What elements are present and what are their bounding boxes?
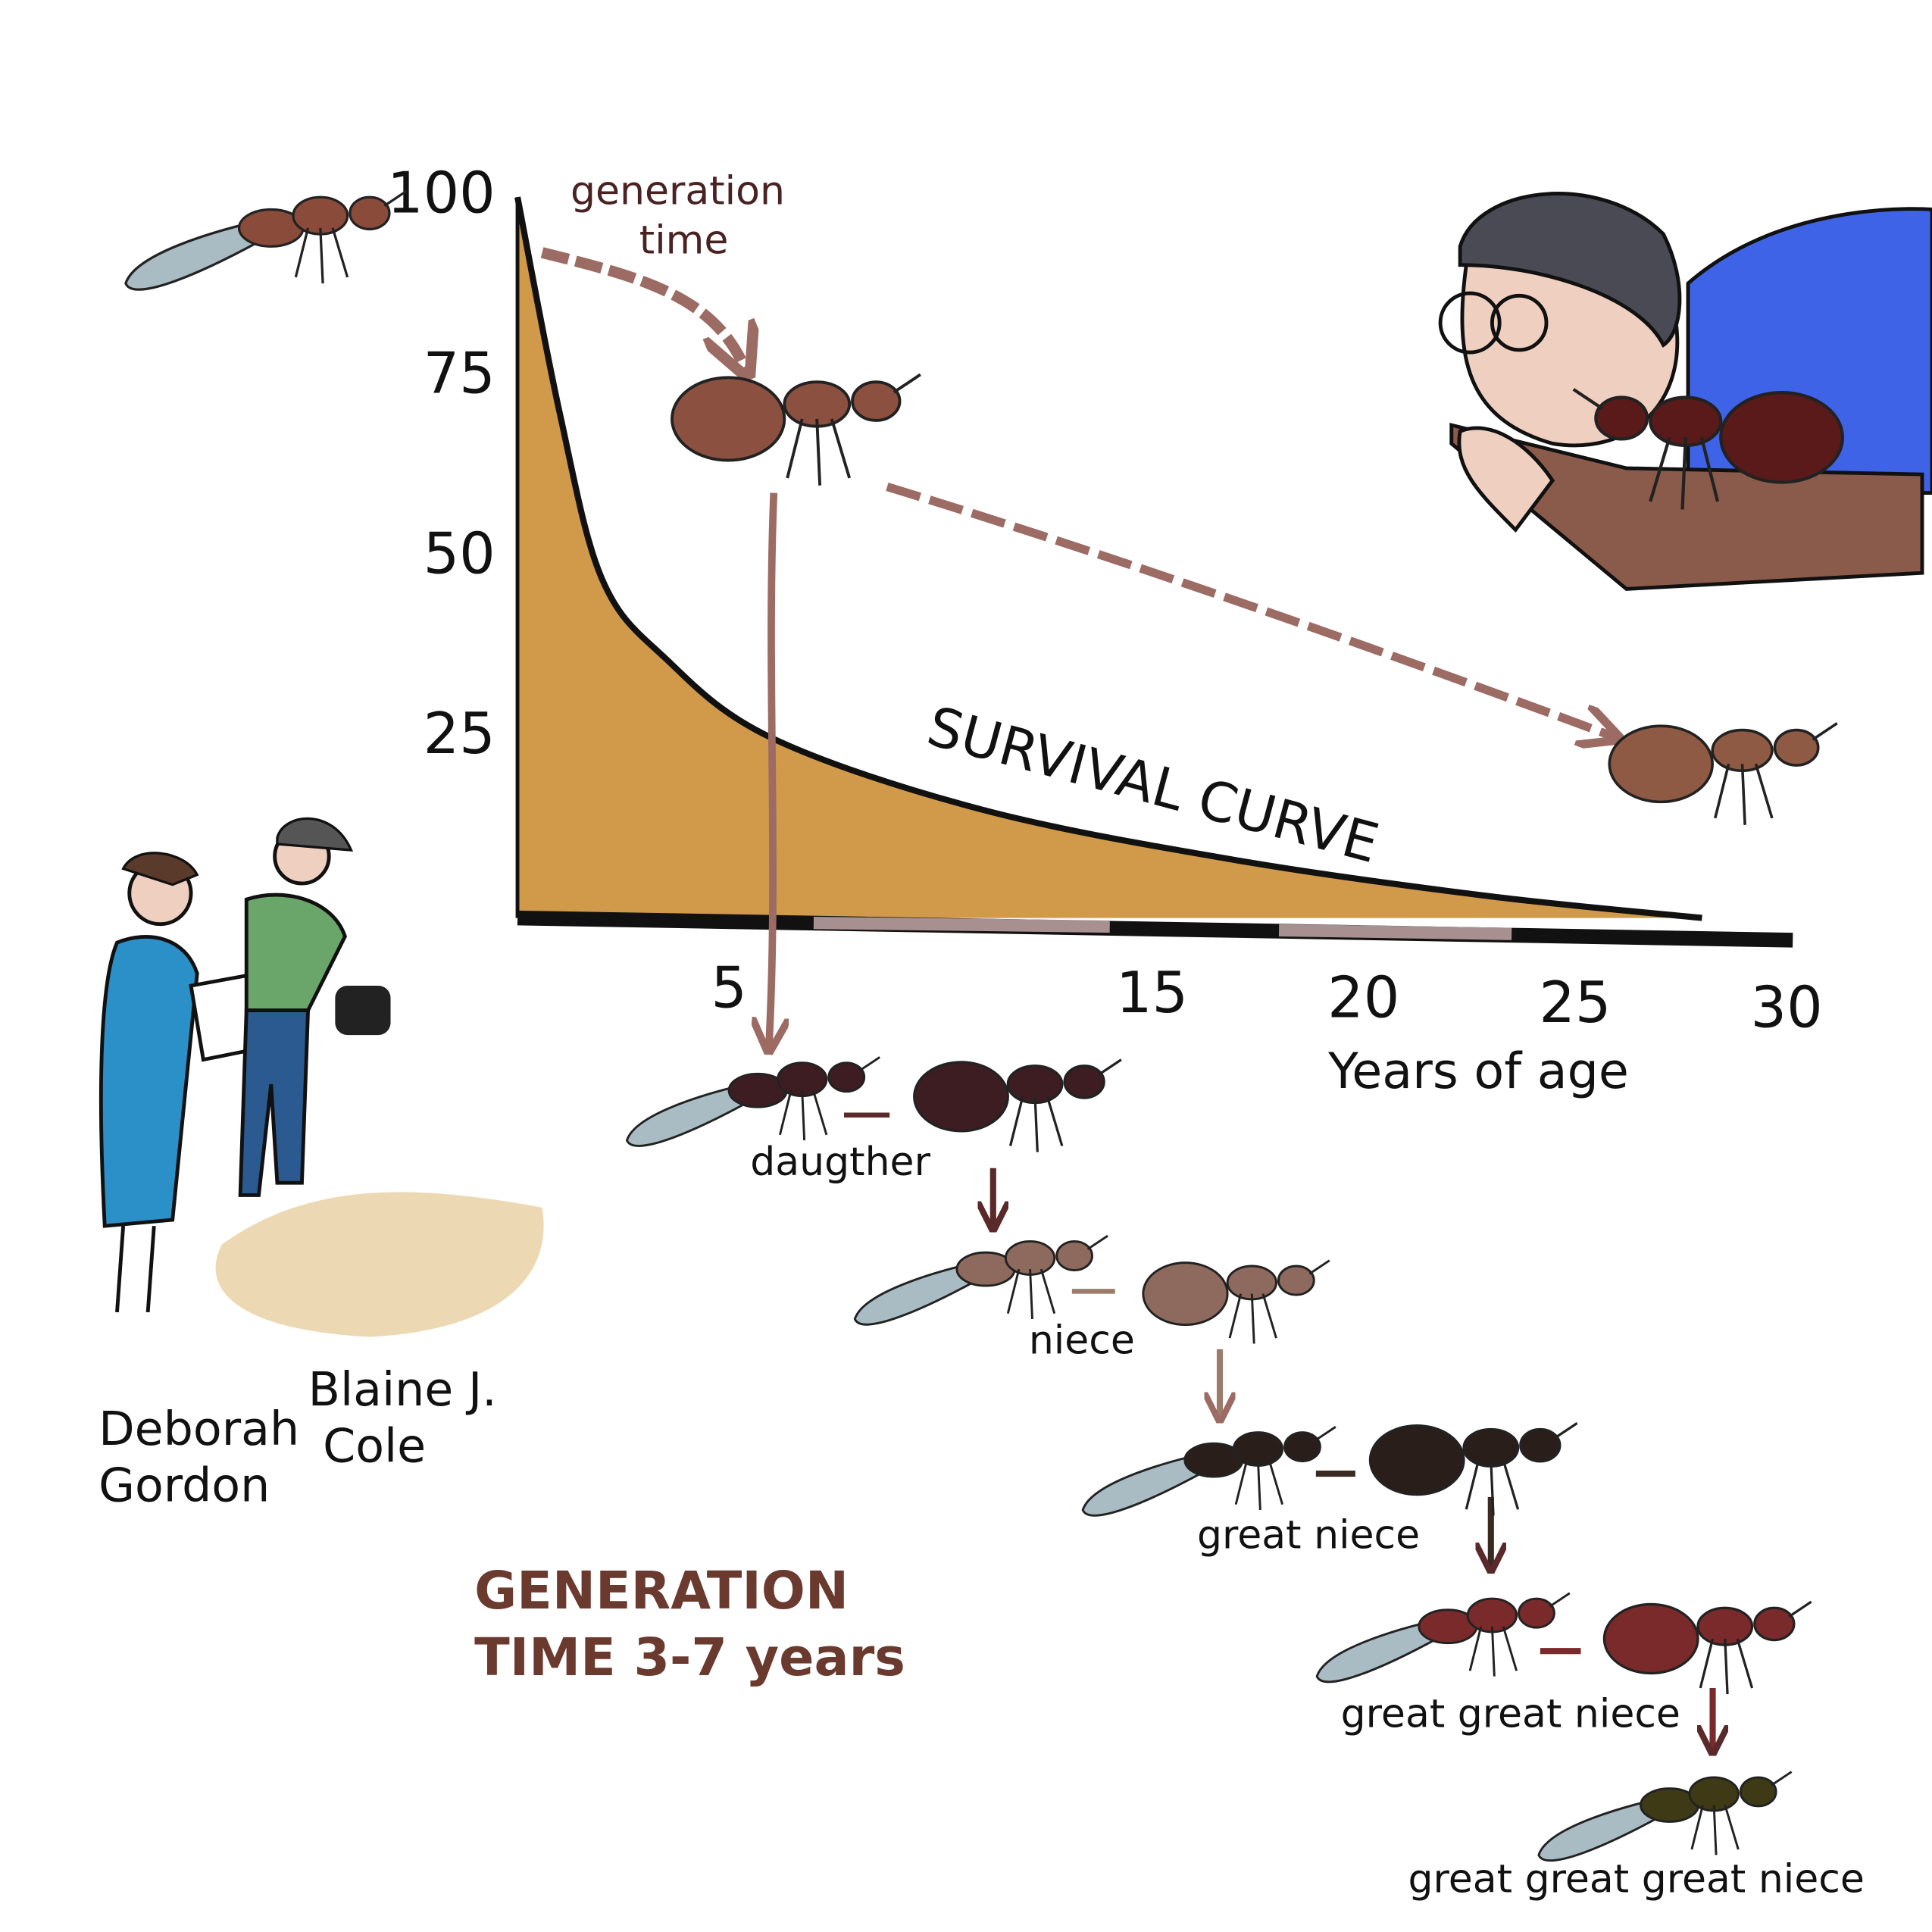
ant-illustration bbox=[124, 189, 408, 291]
ant-illustration bbox=[1537, 1771, 1793, 1862]
ant-illustration bbox=[1368, 1421, 1578, 1516]
ant-gaster bbox=[1602, 1602, 1699, 1675]
ant-legs bbox=[1006, 1234, 1108, 1319]
footer-title: GENERATION bbox=[474, 1562, 849, 1621]
arrow bbox=[540, 247, 746, 369]
person-name: Deborah bbox=[98, 1402, 299, 1456]
x-axis bbox=[517, 910, 1793, 948]
ant-head bbox=[1753, 1606, 1796, 1642]
ant-illustration bbox=[1081, 1426, 1336, 1517]
footer-title: TIME 3-7 years bbox=[474, 1628, 905, 1688]
y-tick-label: 75 bbox=[424, 341, 496, 407]
ant-legs bbox=[294, 189, 408, 284]
ant-legs bbox=[1699, 1600, 1812, 1695]
ant-head bbox=[1594, 395, 1649, 441]
ant-illustration bbox=[913, 1058, 1122, 1152]
ant-head bbox=[1518, 1597, 1555, 1629]
ants bbox=[124, 189, 1845, 1862]
ant-legs bbox=[1465, 1421, 1578, 1516]
ant-legs bbox=[1714, 722, 1838, 825]
ant-head bbox=[349, 195, 391, 231]
ant-legs bbox=[779, 1056, 880, 1141]
ant-legs bbox=[1572, 388, 1720, 510]
ant-illustration bbox=[1315, 1592, 1571, 1683]
ant-legs bbox=[1228, 1259, 1330, 1344]
y-tick-label: 50 bbox=[424, 521, 496, 586]
ant-illustration bbox=[853, 1234, 1108, 1326]
person-name: Gordon bbox=[98, 1458, 270, 1513]
survival-area bbox=[517, 197, 1702, 918]
ant-gaster bbox=[671, 376, 786, 462]
x-axis-title: Years of age bbox=[1327, 1043, 1629, 1100]
ant-head bbox=[1055, 1240, 1093, 1271]
ant-legs bbox=[1468, 1592, 1571, 1677]
ant-head bbox=[851, 380, 902, 422]
ant-gaster bbox=[1719, 391, 1845, 484]
lineage-label: niece bbox=[1029, 1318, 1135, 1364]
lineage-label: great great niece bbox=[1341, 1691, 1680, 1737]
ant-head bbox=[1063, 1064, 1105, 1099]
x-tick-label: 20 bbox=[1327, 965, 1399, 1031]
ant-gaster bbox=[913, 1061, 1009, 1133]
x-tick-label: 5 bbox=[711, 955, 747, 1021]
ant-illustration bbox=[1608, 722, 1838, 825]
ant-legs bbox=[786, 373, 921, 486]
person-name: Cole bbox=[323, 1419, 426, 1474]
ant-head bbox=[827, 1061, 866, 1093]
ant-illustration bbox=[671, 373, 921, 486]
lineage-label: great great great niece bbox=[1408, 1856, 1864, 1902]
lineage-label: daugther bbox=[750, 1140, 930, 1185]
lineage-label: great niece bbox=[1197, 1513, 1420, 1558]
ant-legs bbox=[1008, 1058, 1122, 1152]
ant-legs bbox=[1234, 1426, 1336, 1511]
ant-illustration bbox=[1572, 388, 1845, 510]
ant-head bbox=[1739, 1776, 1777, 1808]
ant-gaster bbox=[1608, 724, 1714, 804]
ant-illustration bbox=[1602, 1600, 1812, 1695]
ant-illustration bbox=[1142, 1259, 1330, 1344]
x-tick-label: 30 bbox=[1751, 975, 1823, 1041]
x-tick-label: 25 bbox=[1539, 970, 1611, 1036]
ant-illustration bbox=[625, 1056, 880, 1147]
x-axis-segment bbox=[1278, 924, 1512, 940]
researchers-illustration bbox=[98, 817, 544, 1337]
ant-gaster bbox=[1368, 1424, 1465, 1496]
survival-curve bbox=[514, 196, 1702, 921]
ant-head bbox=[1519, 1427, 1562, 1463]
ant-head bbox=[1773, 728, 1820, 767]
arrow bbox=[886, 482, 1615, 736]
annotation: generation bbox=[571, 168, 785, 214]
x-axis-segment bbox=[813, 916, 1110, 933]
scientist-illustration bbox=[1438, 192, 1932, 591]
ant-gaster bbox=[1142, 1261, 1229, 1327]
arrow bbox=[769, 492, 774, 1048]
ant-head bbox=[1277, 1265, 1315, 1296]
person-name: Blaine J. bbox=[308, 1362, 497, 1417]
ant-legs bbox=[1690, 1771, 1793, 1855]
ant-head bbox=[1283, 1431, 1321, 1463]
y-tick-label: 25 bbox=[424, 701, 496, 767]
x-tick-label: 15 bbox=[1116, 960, 1188, 1026]
annotation: time bbox=[639, 217, 729, 263]
